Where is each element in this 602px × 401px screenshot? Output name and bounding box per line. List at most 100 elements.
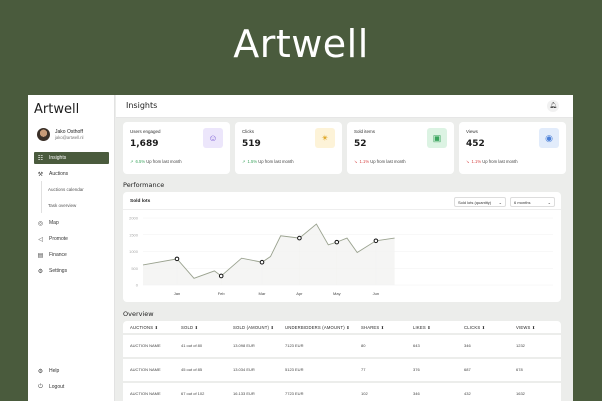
user-profile[interactable]: Jako Osthoff jako@artwell.nl [37, 128, 83, 141]
sort-icon: ⬍ [380, 324, 385, 330]
sidebar-item-logout[interactable]: ⏻ Logout [34, 381, 109, 393]
sort-icon: ⬍ [481, 324, 486, 330]
sort-icon: ⬍ [346, 324, 350, 330]
metric-select[interactable]: Sold lots (quantity) ⌄ [454, 197, 506, 207]
range-select[interactable]: 6 months ⌄ [510, 197, 555, 207]
sidebar-subitem-task-overview[interactable]: Task overview [48, 203, 77, 208]
column-header-auctions[interactable]: AUCTIONS ⬍ [130, 324, 159, 330]
sort-icon: ⬍ [194, 324, 199, 330]
column-header-likes[interactable]: LIKES ⬍ [413, 324, 431, 330]
sidebar-item-label: Help [49, 368, 60, 374]
kpi-value: 519 [242, 139, 261, 149]
svg-text:1000: 1000 [129, 249, 139, 254]
help-icon: ⚙ [37, 368, 44, 375]
line-chart: 0 500 1000 1500 2000 Jan Feb Mar Apr May Jun [129, 216, 553, 296]
page-title: Insights [126, 101, 158, 110]
gear-icon: ⚙ [37, 268, 44, 275]
chart-markers [174, 235, 379, 279]
user-email: jako@artwell.nl [55, 134, 84, 140]
svg-text:Jan: Jan [174, 291, 180, 296]
x-axis-labels: Jan Feb Mar Apr May Jun [174, 291, 379, 296]
sidebar-item-insights[interactable]: ☷ Insights [34, 152, 109, 164]
kpi-trend: ↗ 6.5% Up from last month [130, 159, 182, 164]
sidebar-item-settings[interactable]: ⚙ Settings [34, 265, 109, 277]
users-icon: ☺ [203, 128, 223, 148]
chart-icon: ☷ [37, 155, 44, 162]
svg-text:500: 500 [131, 266, 138, 271]
kpi-label: Views [466, 129, 478, 134]
megaphone-icon: ◁ [38, 236, 43, 243]
sidebar-item-label: Promote [49, 236, 68, 242]
sidebar-item-label: Logout [49, 384, 65, 390]
kpi-label: Users engaged [130, 129, 161, 134]
svg-text:Feb: Feb [218, 291, 226, 296]
table-row[interactable]: AUCTION NAME 67 out of 102 16.133 EUR 77… [123, 381, 561, 401]
performance-heading: Performance [123, 181, 165, 189]
table-row[interactable]: AUCTION NAME 45 out of 85 13.034 EUR 512… [123, 357, 561, 379]
kpi-value: 452 [466, 139, 485, 149]
bell-icon[interactable]: 🔔︎ [547, 100, 559, 112]
cursor-click-icon: ✴ [315, 128, 335, 148]
map-pin-icon: ◎ [37, 220, 44, 227]
app-logo: Artwell [34, 102, 80, 117]
sidebar-item-label: Auctions [49, 171, 69, 177]
top-bar: Insights 🔔︎ [116, 95, 573, 118]
sort-icon: ⬍ [531, 324, 536, 330]
sidebar-item-label: Map [49, 220, 59, 226]
avatar [37, 128, 50, 141]
column-header-underbidders[interactable]: UNDERBIDDERS (AMOUNT) ⬍ [285, 324, 350, 330]
gavel-icon: ⚒ [37, 171, 44, 178]
column-header-sold-amount[interactable]: SOLD (AMOUNT) ⬍ [233, 324, 275, 330]
chevron-down-icon: ⌄ [547, 199, 551, 205]
column-header-views[interactable]: VIEWS ⬍ [516, 324, 536, 330]
kpi-value: 1,689 [130, 139, 159, 149]
sidebar-subitem-auctions-calendar[interactable]: Auctions calendar [48, 187, 84, 192]
kpi-label: Sold items [354, 129, 376, 134]
sidebar: Artwell Jako Osthoff jako@artwell.nl ☷ I… [28, 95, 115, 401]
sidebar-item-label: Insights [49, 155, 67, 161]
kpi-trend: ↘ 1.1% Up from last month [466, 159, 518, 164]
user-name: Jako Osthoff [55, 128, 83, 135]
svg-text:0: 0 [136, 283, 139, 288]
chart-title: Sold lots [130, 199, 151, 204]
svg-text:Mar: Mar [259, 291, 267, 296]
trend-up-icon: ↗ [242, 159, 246, 164]
banknote-icon: ▣ [427, 128, 447, 148]
eye-icon: ◉ [539, 128, 559, 148]
svg-text:May: May [333, 291, 341, 296]
sort-icon: ⬍ [427, 324, 431, 330]
sidebar-item-help[interactable]: ⚙ Help [34, 365, 109, 377]
kpi-label: Clicks [242, 129, 254, 134]
sort-icon: ⬍ [270, 324, 275, 330]
trend-down-icon: ↘ [466, 159, 470, 164]
trend-down-icon: ↘ [354, 159, 358, 164]
overview-table: AUCTIONS ⬍ SOLD ⬍ SOLD (AMOUNT) ⬍ UNDERB… [123, 321, 561, 401]
svg-text:1500: 1500 [129, 232, 139, 237]
hero-title: Artwell [233, 22, 369, 66]
performance-chart-card: Sold lots Sold lots (quantity) ⌄ 6 months… [123, 192, 561, 302]
svg-text:2000: 2000 [129, 216, 139, 221]
trend-up-icon: ↗ [130, 159, 134, 164]
sidebar-item-map[interactable]: ◎ Map [34, 217, 109, 229]
overview-heading: Overview [123, 310, 154, 318]
svg-text:Jun: Jun [373, 291, 379, 296]
sort-icon: ⬍ [154, 324, 159, 330]
sidebar-item-finance[interactable]: ▤ Finance [34, 249, 109, 261]
kpi-card-views: Views 452 ↘ 1.1% Up from last month ◉ [459, 122, 566, 174]
app-window: Artwell Jako Osthoff jako@artwell.nl ☷ I… [28, 95, 573, 401]
y-axis-labels: 0 500 1000 1500 2000 [129, 216, 139, 288]
kpi-trend: ↘ 1.1% Up from last month [354, 159, 406, 164]
chevron-down-icon: ⌄ [498, 199, 502, 205]
kpi-card-sold-items: Sold items 52 ↘ 1.1% Up from last month ▣ [347, 122, 454, 174]
sidebar-item-auctions[interactable]: ⚒ Auctions [34, 168, 109, 180]
column-header-shares[interactable]: SHARES ⬍ [361, 324, 385, 330]
column-header-clicks[interactable]: CLICKS ⬍ [464, 324, 486, 330]
column-header-sold[interactable]: SOLD ⬍ [181, 324, 199, 330]
power-icon: ⏻ [38, 383, 43, 390]
sidebar-item-label: Settings [49, 268, 68, 274]
kpi-value: 52 [354, 139, 367, 149]
sidebar-item-promote[interactable]: ◁ Promote [34, 233, 109, 245]
svg-text:Apr: Apr [296, 291, 303, 296]
table-row[interactable]: AUCTION NAME 41 out of 80 13.098 EUR 712… [123, 333, 561, 355]
sidebar-item-label: Finance [49, 252, 67, 258]
